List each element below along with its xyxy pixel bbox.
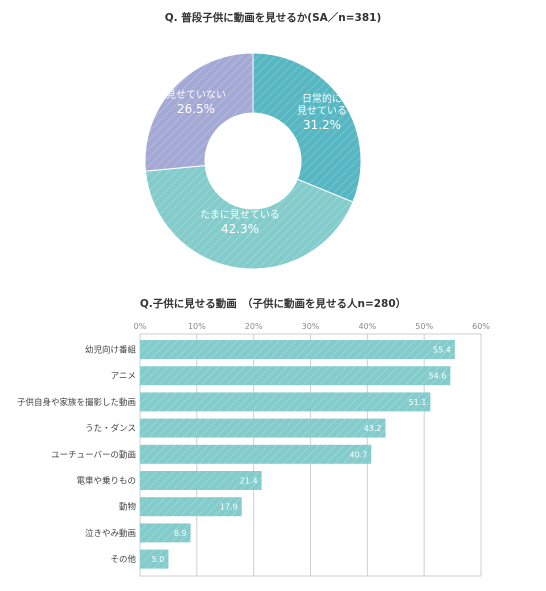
donut-slice-texture xyxy=(253,53,361,203)
donut-slice-value: 31.2% xyxy=(303,118,341,132)
bar-texture xyxy=(140,549,169,569)
bar-texture xyxy=(140,340,455,359)
donut-slice-value: 26.5% xyxy=(177,102,215,116)
category-label: 動物 xyxy=(119,502,137,513)
bar-texture xyxy=(140,523,191,543)
donut-slice-texture xyxy=(145,52,253,172)
bar-value-label: 21.4 xyxy=(240,477,258,486)
bar-value-label: 40.7 xyxy=(349,450,367,459)
bar-texture xyxy=(140,444,372,464)
category-label: アニメ xyxy=(111,372,136,382)
bar-value-label: 8.9 xyxy=(174,529,187,538)
category-label: 泣きやみ動画 xyxy=(85,528,136,539)
bar-texture xyxy=(140,366,451,386)
bar-value-label: 5.0 xyxy=(152,555,165,564)
x-tick-label: 20% xyxy=(245,322,263,331)
x-tick-label: 40% xyxy=(358,322,376,331)
bar-texture xyxy=(140,497,242,517)
category-label: ユーチューバーの動画 xyxy=(51,449,136,460)
category-label: うた・ダンス xyxy=(85,423,136,434)
donut-slice-label: たまに見せている xyxy=(200,209,280,221)
category-label: 電車や乗りもの xyxy=(76,476,136,487)
bar-texture xyxy=(140,392,431,412)
bar-value-label: 17.9 xyxy=(220,503,238,512)
bar-value-label: 55.4 xyxy=(433,346,451,355)
donut-slice-texture xyxy=(145,165,353,269)
bar-value-label: 54.6 xyxy=(428,372,446,381)
x-tick-label: 60% xyxy=(472,322,490,331)
donut-slice-value: 42.3% xyxy=(221,222,259,236)
donut-slice-label: 見せていない xyxy=(166,89,226,101)
bar-value-label: 43.2 xyxy=(364,424,382,433)
category-label: その他 xyxy=(110,554,136,565)
bar-chart-title: Q.子供に見せる動画 （子供に動画を見せる人n=280） xyxy=(139,298,407,310)
bar-texture xyxy=(140,471,262,490)
bar-value-label: 51.1 xyxy=(409,398,427,407)
x-tick-label: 10% xyxy=(188,322,206,331)
x-tick-label: 30% xyxy=(302,322,320,331)
category-label: 幼児向け番組 xyxy=(85,345,137,356)
bar-texture xyxy=(140,418,386,438)
category-label: 子供自身や家族を撮影した動画 xyxy=(17,397,136,408)
x-tick-label: 50% xyxy=(415,322,433,331)
donut-slice-label: 日常的に xyxy=(302,92,342,105)
donut-slice-label: 見せている xyxy=(297,105,347,117)
x-tick-label: 0% xyxy=(134,322,147,331)
donut-chart-title: Q. 普段子供に動画を見せるか(SA／n=381) xyxy=(164,12,382,24)
